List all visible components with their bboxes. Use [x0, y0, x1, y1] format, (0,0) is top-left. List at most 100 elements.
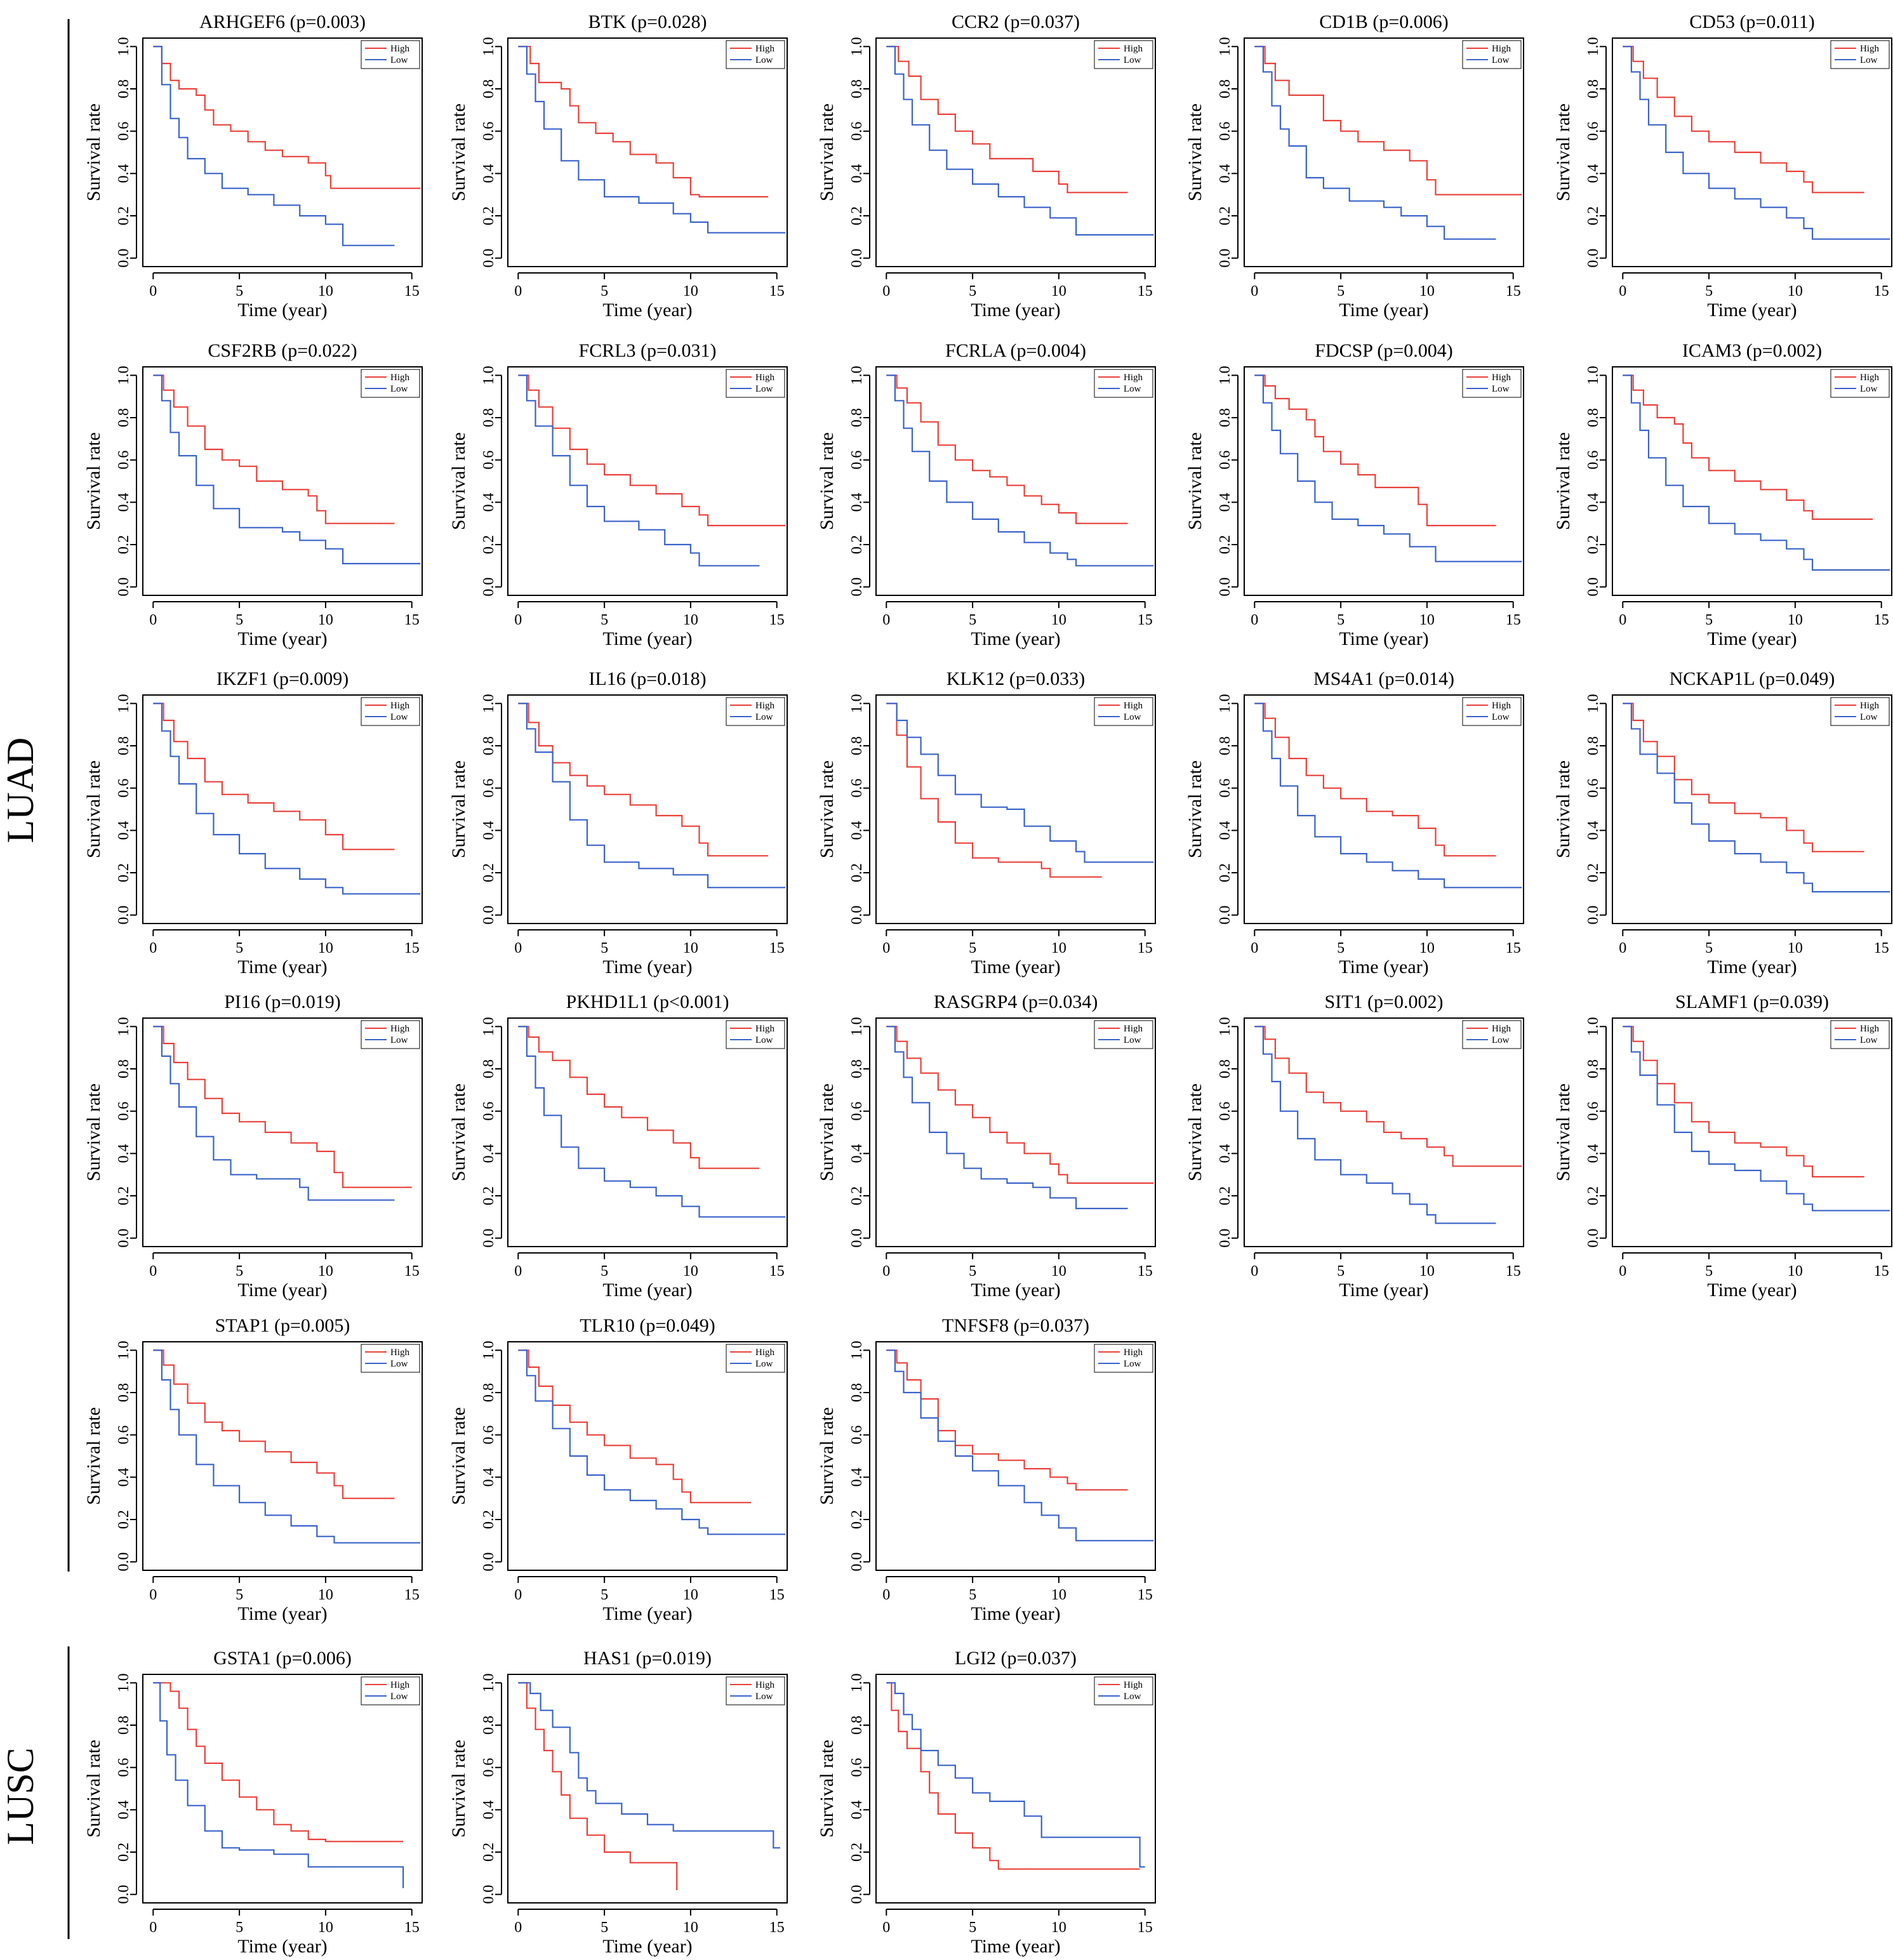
y-tick-label: 0.6: [481, 1426, 497, 1445]
x-tick-label: 5: [1705, 940, 1713, 957]
y-axis-label: Survival rate: [816, 760, 837, 858]
x-tick-label: 10: [1788, 940, 1803, 957]
y-tick-label: 0.0: [849, 249, 865, 268]
y-tick-label: 1.0: [481, 37, 497, 56]
km-curve-low: [886, 374, 1154, 567]
y-tick-label: 0.0: [481, 906, 497, 925]
panel-title: PKHD1L1 (p<0.001): [566, 991, 729, 1012]
plot-frame: [507, 37, 788, 267]
x-tick-label: 0: [882, 1587, 890, 1603]
x-axis-label: Time (year): [602, 1280, 692, 1301]
y-tick-label: 0.8: [1585, 736, 1602, 755]
y-tick-label: 0.8: [1217, 1059, 1233, 1078]
x-tick-label: 15: [1874, 283, 1889, 300]
y-tick-label: 0.0: [1217, 578, 1233, 597]
plot-frame: [142, 37, 423, 267]
y-tick-label: 0.4: [481, 1144, 497, 1163]
plot-frame: [1244, 37, 1524, 267]
legend-label-high: High: [1124, 44, 1143, 54]
y-tick-label: 0.6: [849, 1758, 865, 1777]
x-axis-label: Time (year): [237, 300, 327, 321]
km-panel: RASGRP4 (p=0.034) 0 5 10 15 Time (year) 0.0 0.2…: [816, 991, 1156, 1301]
x-axis-label: Time (year): [602, 628, 692, 649]
legend-label-high: High: [1492, 701, 1511, 711]
x-tick-label: 5: [1337, 612, 1345, 628]
y-tick-label: 0.2: [849, 1186, 865, 1205]
plot-frame: [142, 1341, 423, 1571]
panel-title: FCRLA (p=0.004): [945, 340, 1086, 361]
km-curve-high: [518, 374, 786, 527]
x-tick-label: 0: [514, 1263, 522, 1280]
legend-label-low: Low: [1860, 55, 1878, 65]
x-tick-label: 5: [236, 940, 243, 957]
km-curve-low: [1254, 703, 1522, 889]
x-axis-label: Time (year): [1707, 1280, 1797, 1301]
km-curve-low: [886, 1682, 1145, 1868]
y-tick-label: 0.8: [481, 79, 497, 98]
plot-frame: [507, 1674, 788, 1904]
x-axis-label: Time (year): [237, 1280, 327, 1301]
km-curve-low: [153, 1682, 404, 1888]
legend-label-high: High: [755, 701, 775, 711]
legend-label-high: High: [1492, 44, 1511, 54]
x-tick-label: 15: [769, 940, 785, 957]
legend-box: [1094, 1020, 1153, 1049]
plot-frame: [1612, 37, 1892, 267]
legend-box: [1462, 697, 1522, 726]
y-tick-label: 0.4: [1585, 164, 1602, 183]
plot-frame: [507, 366, 788, 596]
x-tick-label: 0: [882, 612, 890, 628]
legend-label-low: Low: [1492, 1035, 1510, 1045]
y-tick-label: 0.4: [849, 493, 865, 512]
km-panel: TNFSF8 (p=0.037) 0 5 10 15 Time (year) 0.0 0.2 0…: [816, 1315, 1156, 1624]
panel-title: FCRL3 (p=0.031): [579, 340, 717, 361]
x-tick-label: 0: [1251, 612, 1258, 628]
plot-frame: [1244, 694, 1524, 924]
legend-label-low: Low: [1124, 384, 1141, 394]
y-tick-label: 0.4: [481, 821, 497, 840]
km-curve-high: [518, 46, 769, 198]
panel-title: CD53 (p=0.011): [1689, 11, 1814, 32]
x-tick-label: 10: [318, 1919, 333, 1936]
x-tick-label: 10: [683, 1263, 698, 1280]
legend-label-high: High: [390, 1680, 410, 1690]
y-tick-label: 0.8: [481, 736, 497, 755]
legend-label-high: High: [1124, 1348, 1143, 1358]
y-tick-label: 1.0: [849, 366, 865, 385]
km-curve-low: [153, 46, 395, 246]
y-tick-label: 0.0: [116, 1553, 132, 1572]
legend-box: [361, 369, 420, 398]
panel-title: TLR10 (p=0.049): [580, 1315, 715, 1336]
x-tick-label: 5: [1705, 612, 1713, 628]
km-curve-low: [1623, 1026, 1890, 1212]
y-tick-label: 0.4: [1585, 1144, 1602, 1163]
legend-label-high: High: [390, 373, 410, 383]
legend-box: [1462, 1020, 1522, 1049]
y-tick-label: 0.2: [1585, 535, 1602, 554]
y-axis-label: Survival rate: [448, 1083, 469, 1181]
km-curve-low: [1623, 703, 1890, 893]
x-tick-label: 10: [318, 612, 333, 628]
y-tick-label: 0.6: [1585, 779, 1602, 798]
plot-frame: [507, 1017, 788, 1247]
legend-label-low: Low: [1492, 384, 1510, 394]
y-tick-label: 0.2: [116, 1510, 132, 1529]
y-tick-label: 0.2: [481, 863, 497, 882]
y-tick-label: 0.0: [1585, 249, 1602, 268]
legend-box: [1094, 40, 1153, 69]
y-axis-label: Survival rate: [83, 103, 104, 201]
y-tick-label: 0.8: [1585, 1059, 1602, 1078]
panel-title: RASGRP4 (p=0.034): [934, 991, 1098, 1012]
y-tick-label: 0.6: [481, 122, 497, 141]
y-tick-label: 0.0: [481, 578, 497, 597]
y-tick-label: 0.4: [116, 493, 132, 512]
x-tick-label: 5: [236, 283, 243, 300]
legend-label-high: High: [755, 373, 775, 383]
y-tick-label: 0.8: [849, 408, 865, 427]
y-tick-label: 0.2: [849, 1843, 865, 1862]
x-tick-label: 10: [1051, 940, 1066, 957]
y-tick-label: 1.0: [481, 694, 497, 713]
legend-box: [1094, 369, 1153, 398]
y-tick-label: 0.2: [1217, 206, 1233, 225]
